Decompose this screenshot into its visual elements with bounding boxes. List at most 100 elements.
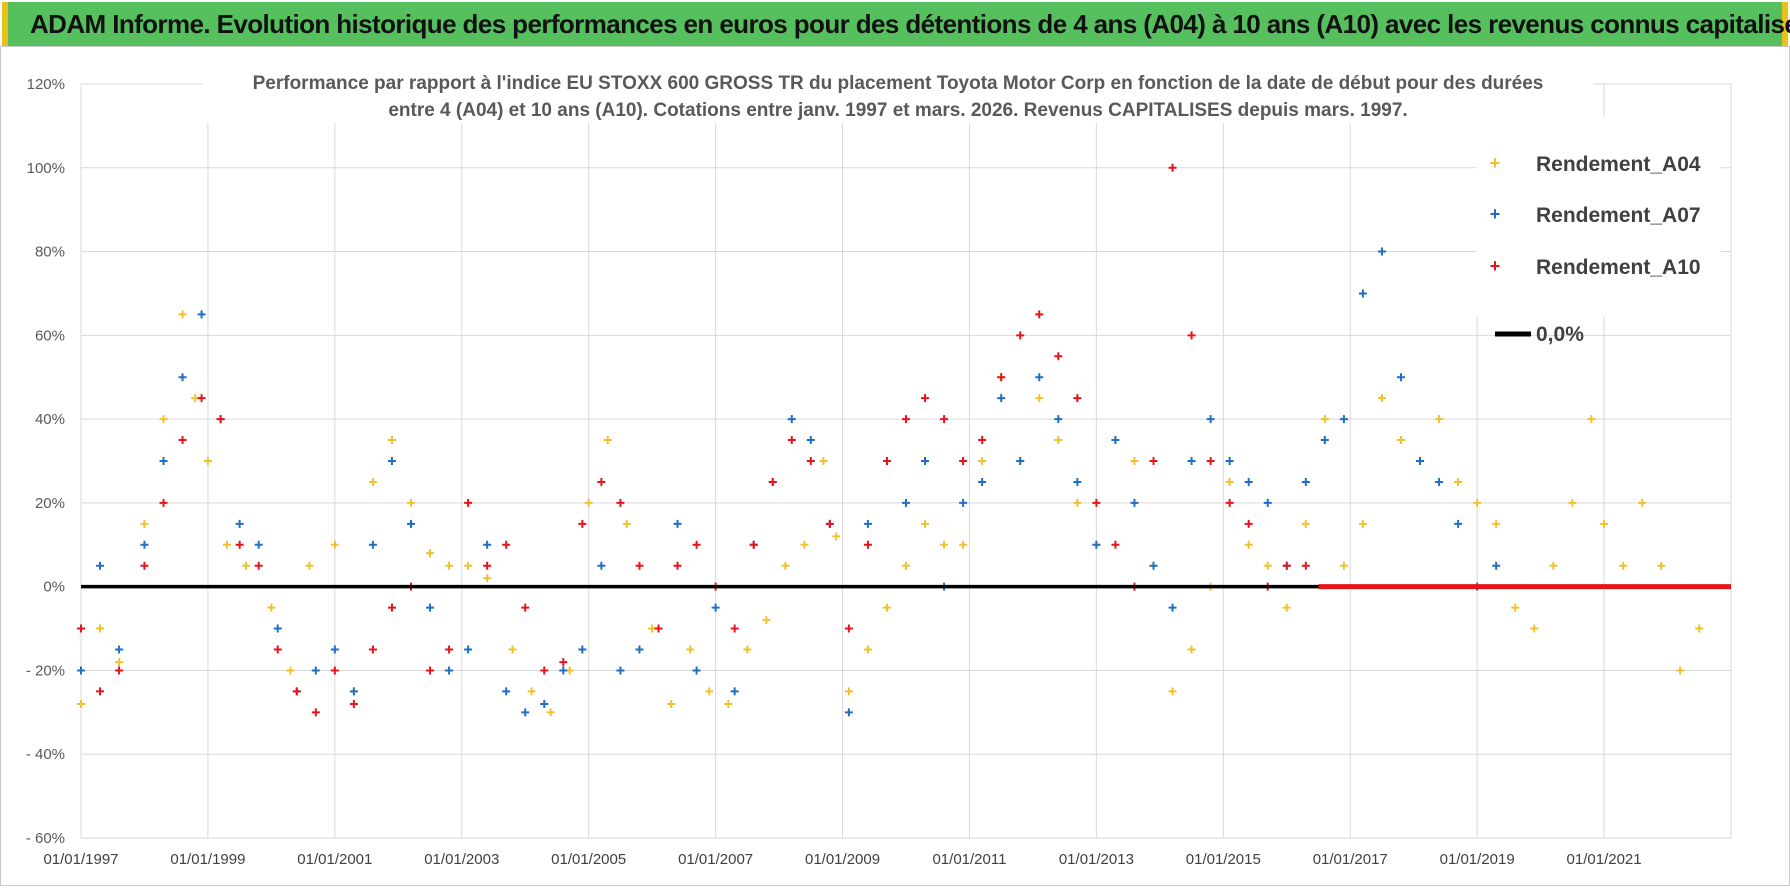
data-point [178, 310, 187, 319]
data-point [1092, 498, 1101, 507]
data-points [77, 163, 1704, 717]
data-point [806, 436, 815, 445]
data-point [978, 457, 987, 465]
report-banner: ADAM Informe. Evolution historique des p… [2, 2, 1790, 46]
data-point [1130, 498, 1139, 507]
data-point [1149, 561, 1158, 570]
data-point [1187, 645, 1196, 654]
data-point [692, 540, 701, 549]
data-point [540, 699, 549, 708]
data-point [387, 603, 396, 612]
data-point [902, 561, 910, 570]
series-rendement-a04 [77, 310, 1704, 717]
data-point [349, 687, 358, 696]
data-point [286, 666, 295, 675]
y-tick-label: 120% [27, 76, 65, 93]
data-point [1473, 498, 1482, 507]
data-point [1511, 603, 1520, 612]
data-point [1092, 540, 1101, 549]
data-point [724, 699, 733, 708]
y-tick-label: - 40% [26, 746, 65, 763]
data-point [559, 658, 568, 667]
data-point [521, 603, 530, 612]
data-point [203, 457, 212, 465]
data-point [330, 540, 339, 549]
data-point [1301, 477, 1310, 486]
data-point [1454, 477, 1463, 486]
data-point [1320, 415, 1329, 424]
data-point [1600, 519, 1609, 528]
data-point [1035, 373, 1044, 382]
series-rendement-a10 [77, 163, 1310, 717]
x-tick-label: 01/01/2021 [1567, 851, 1642, 868]
data-point [483, 574, 492, 583]
performance-scatter-chart: 120% 100% 80% 60% 40% 20% 0% - 20% - 40% - 60% 01… [26, 67, 1732, 868]
data-point [527, 687, 536, 696]
data-point [96, 624, 105, 633]
data-point [749, 540, 758, 549]
data-point [267, 603, 276, 612]
data-point [305, 561, 314, 570]
data-point [1568, 498, 1577, 507]
y-tick-label: - 20% [26, 662, 65, 679]
legend-label-zero: 0,0% [1536, 323, 1584, 346]
data-point [1377, 394, 1386, 403]
data-point [1206, 415, 1215, 424]
data-point [959, 457, 968, 465]
data-point [426, 603, 435, 612]
series-rendement-a07 [77, 247, 1501, 717]
x-tick-label: 01/01/2007 [678, 851, 753, 868]
data-point [273, 624, 282, 633]
data-point [140, 561, 149, 570]
data-point [483, 540, 492, 549]
data-point [863, 540, 872, 549]
data-point [711, 603, 720, 612]
data-point [1530, 624, 1539, 633]
x-tick-label: 01/01/2013 [1059, 851, 1134, 868]
data-point [806, 457, 815, 465]
data-point [1054, 436, 1063, 445]
data-point [673, 519, 682, 528]
data-point [1282, 603, 1291, 612]
data-point [140, 519, 149, 528]
x-tick-label: 01/01/2015 [1186, 851, 1261, 868]
data-point [96, 687, 105, 696]
data-point [921, 519, 930, 528]
data-point [77, 624, 85, 633]
y-tick-label: 0% [43, 579, 65, 596]
data-point [902, 415, 910, 424]
data-point [1244, 540, 1253, 549]
data-point [222, 540, 231, 549]
chart-title-bg [203, 67, 1593, 123]
legend-marker-a07: + [1490, 204, 1501, 224]
data-point [819, 457, 828, 465]
legend-marker-a10: + [1490, 256, 1501, 276]
data-point [1168, 687, 1177, 696]
data-point [159, 498, 168, 507]
data-point [368, 540, 377, 549]
data-point [464, 561, 473, 570]
data-point [1657, 561, 1666, 570]
data-point [1301, 519, 1310, 528]
chart-title-line2: entre 4 (A04) et 10 ans (A10). Cotations… [388, 100, 1407, 121]
y-tick-label: 20% [35, 495, 65, 512]
data-point [882, 603, 891, 612]
data-point [781, 561, 790, 570]
data-point [1149, 457, 1158, 465]
data-point [997, 394, 1006, 403]
data-point [115, 645, 124, 654]
data-point [1244, 477, 1253, 486]
data-point [1676, 666, 1685, 675]
data-point [978, 477, 987, 486]
data-point [768, 477, 777, 486]
data-point [1187, 457, 1196, 465]
data-point [940, 540, 949, 549]
y-tick-label: 40% [35, 411, 65, 428]
data-point [1168, 163, 1177, 172]
chart-area: 120% 100% 80% 60% 40% 20% 0% - 20% - 40% - 60% 01… [0, 46, 1790, 886]
data-point [1339, 415, 1348, 424]
legend-item-zero: 0,0% [1495, 323, 1584, 346]
data-point [616, 498, 625, 507]
data-point [686, 645, 695, 654]
